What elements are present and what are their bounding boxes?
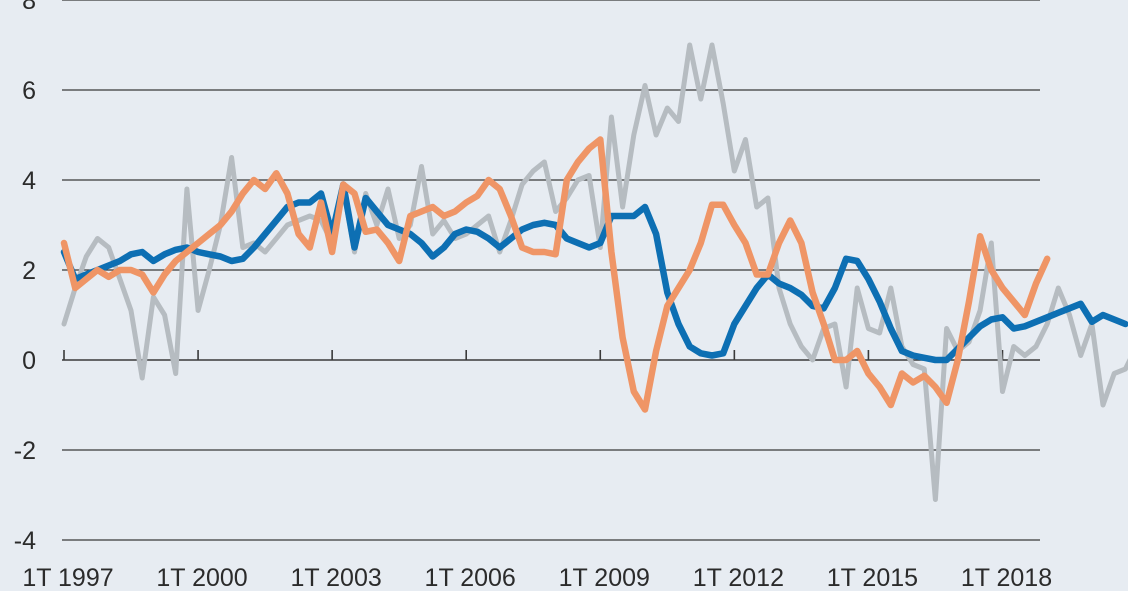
- x-tick-label: 1T 1997: [22, 564, 113, 591]
- x-axis-tick-labels: 1T 1997 1T 2000 1T 2003 1T 2006 1T 2009 1T 20…: [22, 564, 1052, 591]
- x-tick-label: 1T 2009: [559, 564, 650, 591]
- series-line-orange: [60, 136, 1051, 413]
- y-tick-label: 0: [22, 347, 36, 375]
- x-tick-label: 1T 2018: [961, 564, 1052, 591]
- y-axis-tick-labels: 8 6 4 2 0 -2 -4: [14, 0, 36, 555]
- x-tick-label: 1T 2012: [693, 564, 784, 591]
- series-layer: [60, 42, 1128, 502]
- x-tick-label: 1T 2000: [156, 564, 247, 591]
- y-tick-label: -4: [14, 527, 36, 555]
- series-line-blue: [60, 181, 1128, 364]
- series-line-gray: [61, 42, 1128, 502]
- x-tick-label: 1T 2006: [425, 564, 516, 591]
- grid-layer: [62, 0, 1040, 541]
- x-tick-label: 1T 2003: [290, 564, 381, 591]
- y-tick-label: 2: [22, 257, 36, 285]
- y-tick-label: 6: [22, 77, 36, 105]
- y-tick-label: 4: [22, 167, 36, 195]
- x-tick-label: 1T 2015: [827, 564, 918, 591]
- y-tick-label: -2: [14, 437, 36, 465]
- y-tick-label: 8: [22, 0, 36, 15]
